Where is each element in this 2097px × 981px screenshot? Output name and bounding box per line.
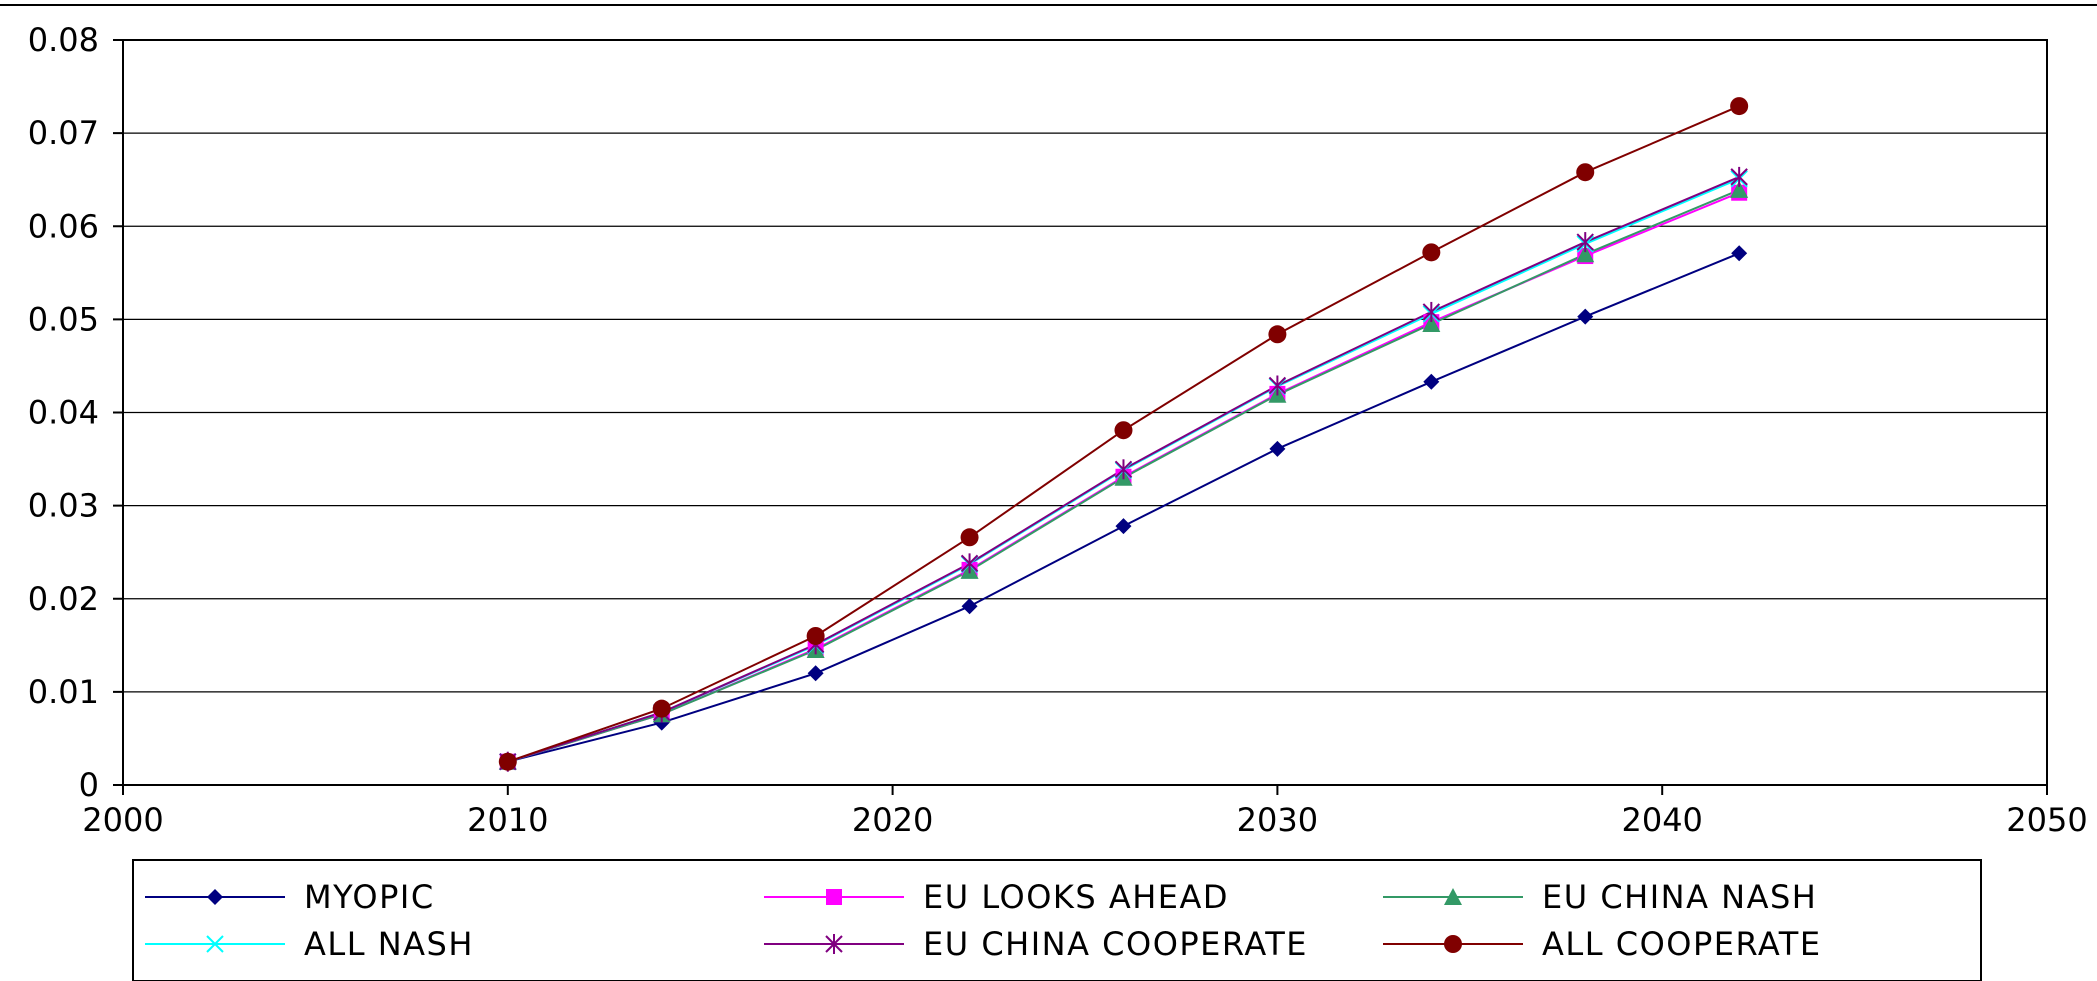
data-point-eu-china-cooperate — [1422, 301, 1441, 322]
y-tick-label: 0.05 — [28, 300, 99, 338]
data-point-myopic — [961, 598, 978, 615]
tick-labels: 0 0.01 0.02 0.03 0.04 0.05 0.06 0.07 0.08 2000 201… — [28, 21, 2088, 839]
legend-label-eu-china-cooperate: EU CHINA COOPERATE — [923, 925, 1308, 963]
legend-label-all-cooperate: ALL COOPERATE — [1542, 925, 1822, 963]
y-tick-label: 0.02 — [28, 580, 99, 618]
top-border-line — [0, 4, 2097, 6]
data-point-eu-china-nash — [1730, 180, 1749, 198]
data-point-myopic — [1269, 440, 1286, 457]
y-tick-label: 0.07 — [28, 114, 99, 152]
data-point-all-cooperate — [1422, 243, 1441, 262]
data-point-all-cooperate — [1576, 163, 1595, 182]
legend-marker-eu-china-nash — [1444, 888, 1462, 905]
legend-marker-eu-looks-ahead — [826, 889, 842, 905]
legend: MYOPIC EU LOOKS AHEAD EU CHINA NASH ALL NAS… — [132, 859, 1982, 981]
data-point-eu-china-nash — [1422, 315, 1441, 333]
axes — [113, 39, 2048, 795]
data-point-eu-china-nash — [1576, 245, 1595, 263]
legend-label-eu-china-nash: EU CHINA NASH — [1542, 878, 1817, 916]
data-point-myopic — [1115, 518, 1132, 535]
data-point-all-cooperate — [960, 528, 979, 547]
x-tick-label: 2040 — [1621, 801, 1702, 839]
data-point-myopic — [1577, 308, 1594, 325]
data-point-eu-china-cooperate — [1730, 166, 1748, 187]
data-point-all-cooperate — [1114, 421, 1133, 440]
data-point-eu-china-cooperate — [960, 553, 979, 574]
y-tick-label: 0.03 — [28, 487, 99, 525]
series-line-myopic — [507, 252, 1740, 763]
data-point-all-cooperate — [1268, 325, 1287, 344]
data-point-eu-china-cooperate — [1576, 232, 1594, 253]
data-point-eu-china-cooperate — [1114, 459, 1133, 480]
data-point-myopic — [1731, 245, 1748, 262]
legend-marker-myopic — [207, 889, 223, 905]
legend-label-eu-looks-ahead: EU LOOKS AHEAD — [923, 878, 1229, 916]
gridlines — [123, 132, 2047, 693]
legend-marker-all-nash — [206, 935, 224, 953]
series-markers — [498, 97, 1749, 772]
data-point-myopic — [807, 665, 824, 682]
x-tick-label: 2010 — [467, 801, 548, 839]
y-tick-label: 0.08 — [28, 21, 99, 59]
legend-marker-eu-china-cooperate — [825, 934, 843, 954]
y-tick-label: 0.06 — [28, 207, 99, 245]
legend-marker-all-nash-stroke — [206, 935, 224, 953]
legend-box — [132, 859, 1982, 981]
y-tick-label: 0.04 — [28, 394, 99, 432]
data-point-all-cooperate — [806, 627, 825, 645]
y-tick-label: 0 — [79, 766, 99, 804]
legend-label-myopic: MYOPIC — [304, 878, 435, 916]
x-tick-label: 2050 — [2006, 801, 2087, 839]
data-point-all-cooperate — [652, 699, 671, 718]
data-point-all-cooperate — [498, 752, 517, 771]
y-tick-label: 0.01 — [28, 673, 99, 711]
x-tick-label: 2020 — [852, 801, 933, 839]
data-point-all-cooperate — [1730, 97, 1749, 116]
legend-label-all-nash: ALL NASH — [304, 925, 474, 963]
x-tick-label: 2000 — [82, 801, 163, 839]
data-point-myopic — [1423, 373, 1440, 390]
data-point-eu-china-cooperate — [1268, 375, 1287, 396]
legend-marker-all-cooperate — [1444, 935, 1462, 953]
x-tick-label: 2030 — [1237, 801, 1318, 839]
